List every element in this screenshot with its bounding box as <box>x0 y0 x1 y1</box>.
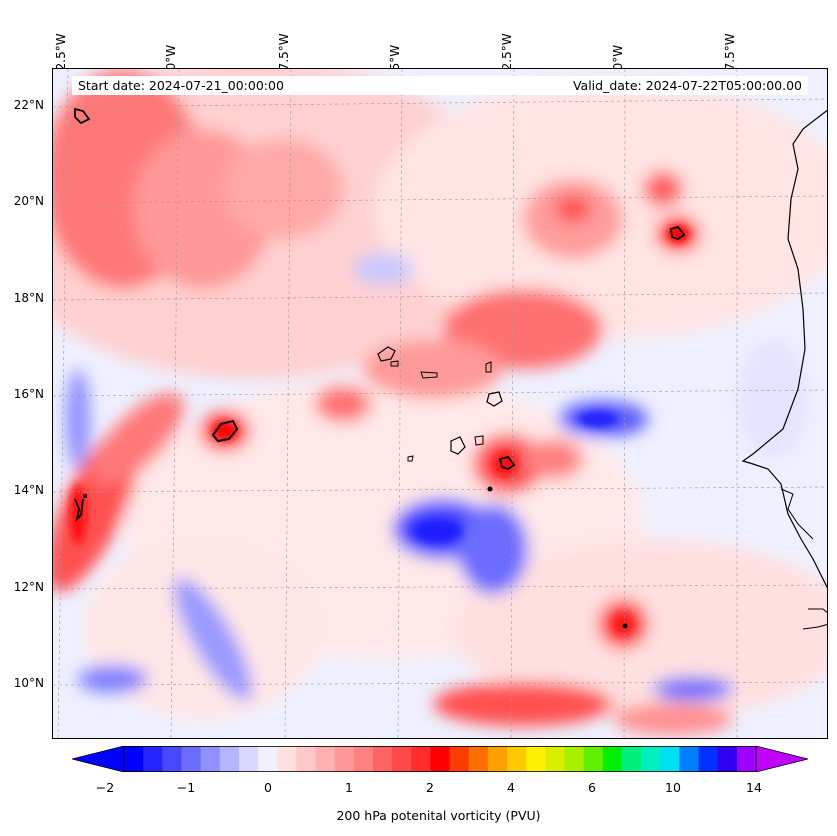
pv-region-high <box>315 386 371 422</box>
colorbar-swatch <box>468 746 489 772</box>
colorbar-tick: 4 <box>507 780 515 795</box>
island <box>407 455 414 462</box>
pv-region-high <box>523 439 583 479</box>
pv-core-low <box>413 519 463 543</box>
colorbar-swatch <box>679 746 700 772</box>
island <box>420 371 438 379</box>
pv-region-high <box>433 682 613 726</box>
colorbar-swatch <box>698 746 719 772</box>
colorbar-scale <box>71 745 809 773</box>
pv-contour <box>498 455 516 470</box>
coastline <box>802 608 827 630</box>
colorbar-label: 200 hPa potenital vorticity (PVU) <box>336 808 541 823</box>
lat-label-14N: 14°N <box>13 483 44 497</box>
lat-label-12N: 12°N <box>13 580 44 594</box>
colorbar-outline <box>123 746 757 773</box>
island <box>474 435 484 446</box>
pv-contour <box>622 623 628 629</box>
colorbar-swatch <box>602 746 623 772</box>
colorbar-tick: −2 <box>95 780 115 795</box>
colorbar-extend-max <box>755 745 809 773</box>
colorbar-tick: 1 <box>345 780 353 795</box>
lat-label-20N: 20°N <box>13 194 44 208</box>
island <box>377 346 396 362</box>
colorbar-tick: 6 <box>588 780 596 795</box>
pv-region-low <box>458 504 528 594</box>
colorbar-swatch <box>487 746 508 772</box>
colorbar-swatch <box>277 746 297 772</box>
pv-region-high <box>613 703 733 735</box>
colorbar <box>71 745 809 773</box>
info-bar: Start date: 2024-07-21_00:00:00 Valid_da… <box>72 76 808 95</box>
colorbar-swatch <box>219 746 240 772</box>
colorbar-swatch <box>258 746 278 772</box>
pv-contour <box>83 494 87 498</box>
colorbar-swatch <box>200 746 221 772</box>
lat-label-18N: 18°N <box>13 291 44 305</box>
colorbar-swatch <box>717 746 738 772</box>
pv-region-high <box>363 339 503 399</box>
pv-field-map <box>53 69 827 738</box>
colorbar-swatch <box>143 746 163 772</box>
colorbar-swatch <box>392 746 412 772</box>
colorbar-swatch <box>334 746 355 772</box>
colorbar-swatch <box>526 746 546 772</box>
colorbar-swatch <box>660 746 680 772</box>
colorbar-swatch <box>545 746 565 772</box>
pv-region-low <box>738 339 808 459</box>
colorbar-swatch <box>411 746 431 772</box>
colorbar-swatch <box>507 746 527 772</box>
colorbar-swatch <box>315 746 336 772</box>
pv-region-low <box>653 677 733 701</box>
island <box>390 360 399 367</box>
colorbar-swatch <box>296 746 317 772</box>
pv-region-high <box>555 195 591 223</box>
pv-contour <box>74 107 91 125</box>
colorbar-swatch <box>124 746 144 772</box>
pv-contour <box>670 225 686 240</box>
colorbar-extend-min <box>71 745 125 773</box>
colorbar-swatch <box>641 746 661 772</box>
pv-core-high <box>613 614 633 634</box>
colorbar-swatch <box>430 746 451 772</box>
island <box>450 436 466 455</box>
colorbar-swatch <box>449 746 470 772</box>
colorbar-tick: 2 <box>426 780 434 795</box>
pv-contour <box>487 486 493 492</box>
colorbar-swatch <box>181 746 202 772</box>
colorbar-swatch <box>162 746 182 772</box>
pv-region-low <box>66 369 90 469</box>
lat-label-10N: 10°N <box>13 676 44 690</box>
pv-core-high <box>493 452 517 476</box>
pv-core-low <box>578 411 618 427</box>
start-date-label: Start date: 2024-07-21_00:00:00 <box>78 78 284 93</box>
island <box>486 391 503 407</box>
colorbar-tick: 0 <box>264 780 272 795</box>
pv-contour <box>74 498 84 522</box>
pv-region-high <box>92 393 184 485</box>
lat-label-16N: 16°N <box>13 387 44 401</box>
colorbar-swatch <box>583 746 604 772</box>
colorbar-tick: −1 <box>176 780 196 795</box>
pv-region-low <box>353 253 413 285</box>
lat-label-22N: 22°N <box>13 98 44 112</box>
valid-date-label: Valid_date: 2024-07-22T05:00:00.00 <box>572 78 802 93</box>
colorbar-swatch <box>621 746 642 772</box>
colorbar-swatch <box>238 746 259 772</box>
colorbar-swatch <box>736 746 757 772</box>
pv-region-high <box>643 171 683 207</box>
pv-contour <box>211 419 239 443</box>
pv-region-low <box>78 665 148 693</box>
coastline <box>780 488 814 540</box>
africa-coastline <box>741 109 827 589</box>
colorbar-tick: 10 <box>665 780 681 795</box>
colorbar-swatch <box>372 746 393 772</box>
island <box>485 361 492 373</box>
pv-region-high <box>223 139 343 239</box>
colorbar-tick: 14 <box>746 780 762 795</box>
colorbar-swatch <box>564 746 585 772</box>
colorbar-swatch <box>353 746 374 772</box>
map-panel <box>52 68 828 739</box>
pv-region-low <box>173 577 253 701</box>
